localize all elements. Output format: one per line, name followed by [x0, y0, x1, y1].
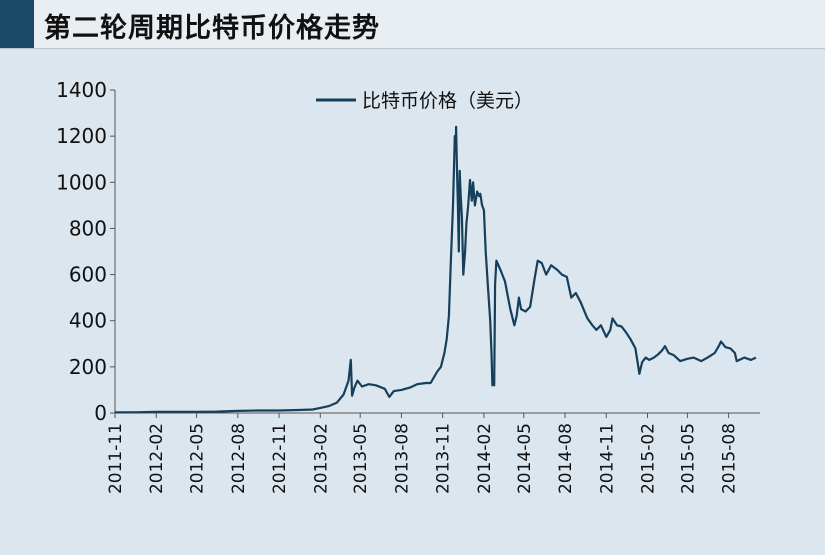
x-tick-label: 2015-05 [678, 423, 698, 494]
y-tick-label: 800 [69, 216, 107, 240]
x-tick-label: 2014-08 [556, 423, 576, 494]
y-tick-label: 1000 [56, 170, 107, 194]
x-tick-label: 2011-11 [106, 423, 126, 494]
title-bar: 第二轮周期比特币价格走势 [0, 0, 825, 49]
x-tick-label: 2013-05 [351, 423, 371, 494]
x-tick-label: 2012-08 [229, 423, 249, 494]
x-tick-label: 2012-05 [188, 423, 208, 494]
x-tick-label: 2012-02 [147, 423, 167, 494]
legend-label: 比特币价格（美元） [362, 90, 533, 112]
x-tick-label: 2014-02 [475, 423, 495, 494]
title-accent-block [0, 0, 34, 48]
x-tick-label: 2015-02 [638, 423, 658, 494]
x-tick-label: 2014-05 [515, 423, 535, 494]
plot-area: 0 200 400 600 800 1000 1200 1400 2011-11 2012-02 2… [56, 78, 760, 494]
page-title: 第二轮周期比特币价格走势 [44, 13, 380, 44]
x-tick-label: 2012-11 [270, 423, 290, 494]
y-tick-label: 1200 [56, 124, 107, 148]
x-tick-label: 2013-02 [311, 423, 331, 494]
x-tick-label: 2015-08 [720, 423, 740, 494]
series-line-bitcoin-price [115, 125, 757, 414]
y-tick-label: 400 [69, 309, 107, 333]
y-tick-label: 0 [94, 401, 107, 425]
y-tick-label: 1400 [56, 78, 107, 102]
x-tick-label: 2013-11 [434, 423, 454, 494]
y-tick-label: 600 [69, 263, 107, 287]
y-tick-label: 200 [69, 355, 107, 379]
x-tick-label: 2014-11 [597, 423, 617, 494]
x-tick-label: 2013-08 [392, 423, 412, 494]
